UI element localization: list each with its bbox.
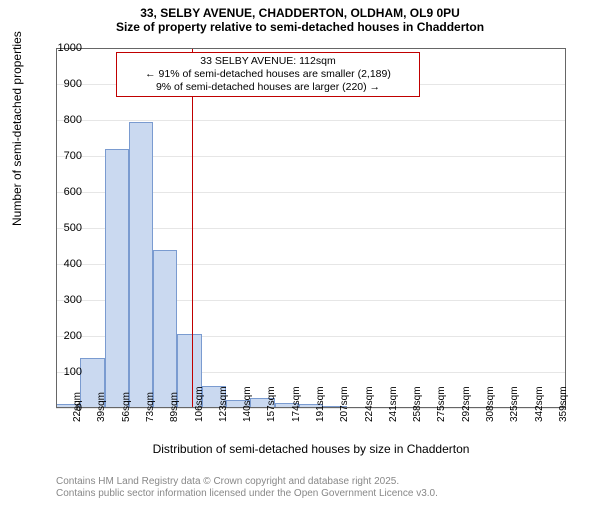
y-tick-label: 400 <box>42 258 82 270</box>
x-tick-label: 292sqm <box>461 386 472 422</box>
grid-line <box>56 48 566 49</box>
x-tick-label: 73sqm <box>145 392 156 422</box>
x-tick-label: 22sqm <box>72 392 83 422</box>
reference-line <box>192 48 193 408</box>
y-tick-label: 1000 <box>42 42 82 54</box>
annotation-box: 33 SELBY AVENUE: 112sqm← 91% of semi-det… <box>116 52 420 97</box>
x-tick-label: 157sqm <box>266 386 277 422</box>
x-tick-label: 89sqm <box>169 392 180 422</box>
x-tick-label: 123sqm <box>218 386 229 422</box>
y-tick-label: 900 <box>42 78 82 90</box>
footer-attribution: Contains HM Land Registry data © Crown c… <box>56 476 438 500</box>
histogram-bar <box>129 122 153 408</box>
x-tick-label: 308sqm <box>485 386 496 422</box>
x-tick-label: 174sqm <box>291 386 302 422</box>
x-tick-label: 207sqm <box>339 386 350 422</box>
y-tick-label: 600 <box>42 186 82 198</box>
y-tick-label: 100 <box>42 366 82 378</box>
page-title-line1: 33, SELBY AVENUE, CHADDERTON, OLDHAM, OL… <box>0 6 600 20</box>
annotation-line1: 33 SELBY AVENUE: 112sqm <box>123 55 413 68</box>
x-tick-label: 275sqm <box>436 386 447 422</box>
y-tick-label: 800 <box>42 114 82 126</box>
x-tick-label: 140sqm <box>242 386 253 422</box>
histogram-bar <box>105 149 129 408</box>
page-title-line2: Size of property relative to semi-detach… <box>0 20 600 34</box>
x-tick-label: 258sqm <box>412 386 423 422</box>
y-tick-label: 500 <box>42 222 82 234</box>
histogram-bar <box>153 250 177 408</box>
chart-plot-area: 33 SELBY AVENUE: 112sqm← 91% of semi-det… <box>56 48 566 408</box>
annotation-line2: ← 91% of semi-detached houses are smalle… <box>123 68 413 81</box>
footer-line1: Contains HM Land Registry data © Crown c… <box>56 476 438 488</box>
x-axis-label: Distribution of semi-detached houses by … <box>56 442 566 456</box>
x-tick-label: 241sqm <box>388 386 399 422</box>
x-tick-label: 106sqm <box>194 386 205 422</box>
x-tick-label: 325sqm <box>509 386 520 422</box>
y-tick-label: 300 <box>42 294 82 306</box>
x-tick-label: 56sqm <box>121 392 132 422</box>
y-tick-label: 700 <box>42 150 82 162</box>
x-tick-label: 39sqm <box>96 392 107 422</box>
y-tick-label: 200 <box>42 330 82 342</box>
x-tick-label: 342sqm <box>534 386 545 422</box>
x-tick-label: 359sqm <box>558 386 569 422</box>
annotation-line3: 9% of semi-detached houses are larger (2… <box>123 81 413 94</box>
x-tick-label: 224sqm <box>364 386 375 422</box>
y-axis-label: Number of semi-detached properties <box>10 31 24 226</box>
x-tick-label: 191sqm <box>315 386 326 422</box>
footer-line2: Contains public sector information licen… <box>56 488 438 500</box>
